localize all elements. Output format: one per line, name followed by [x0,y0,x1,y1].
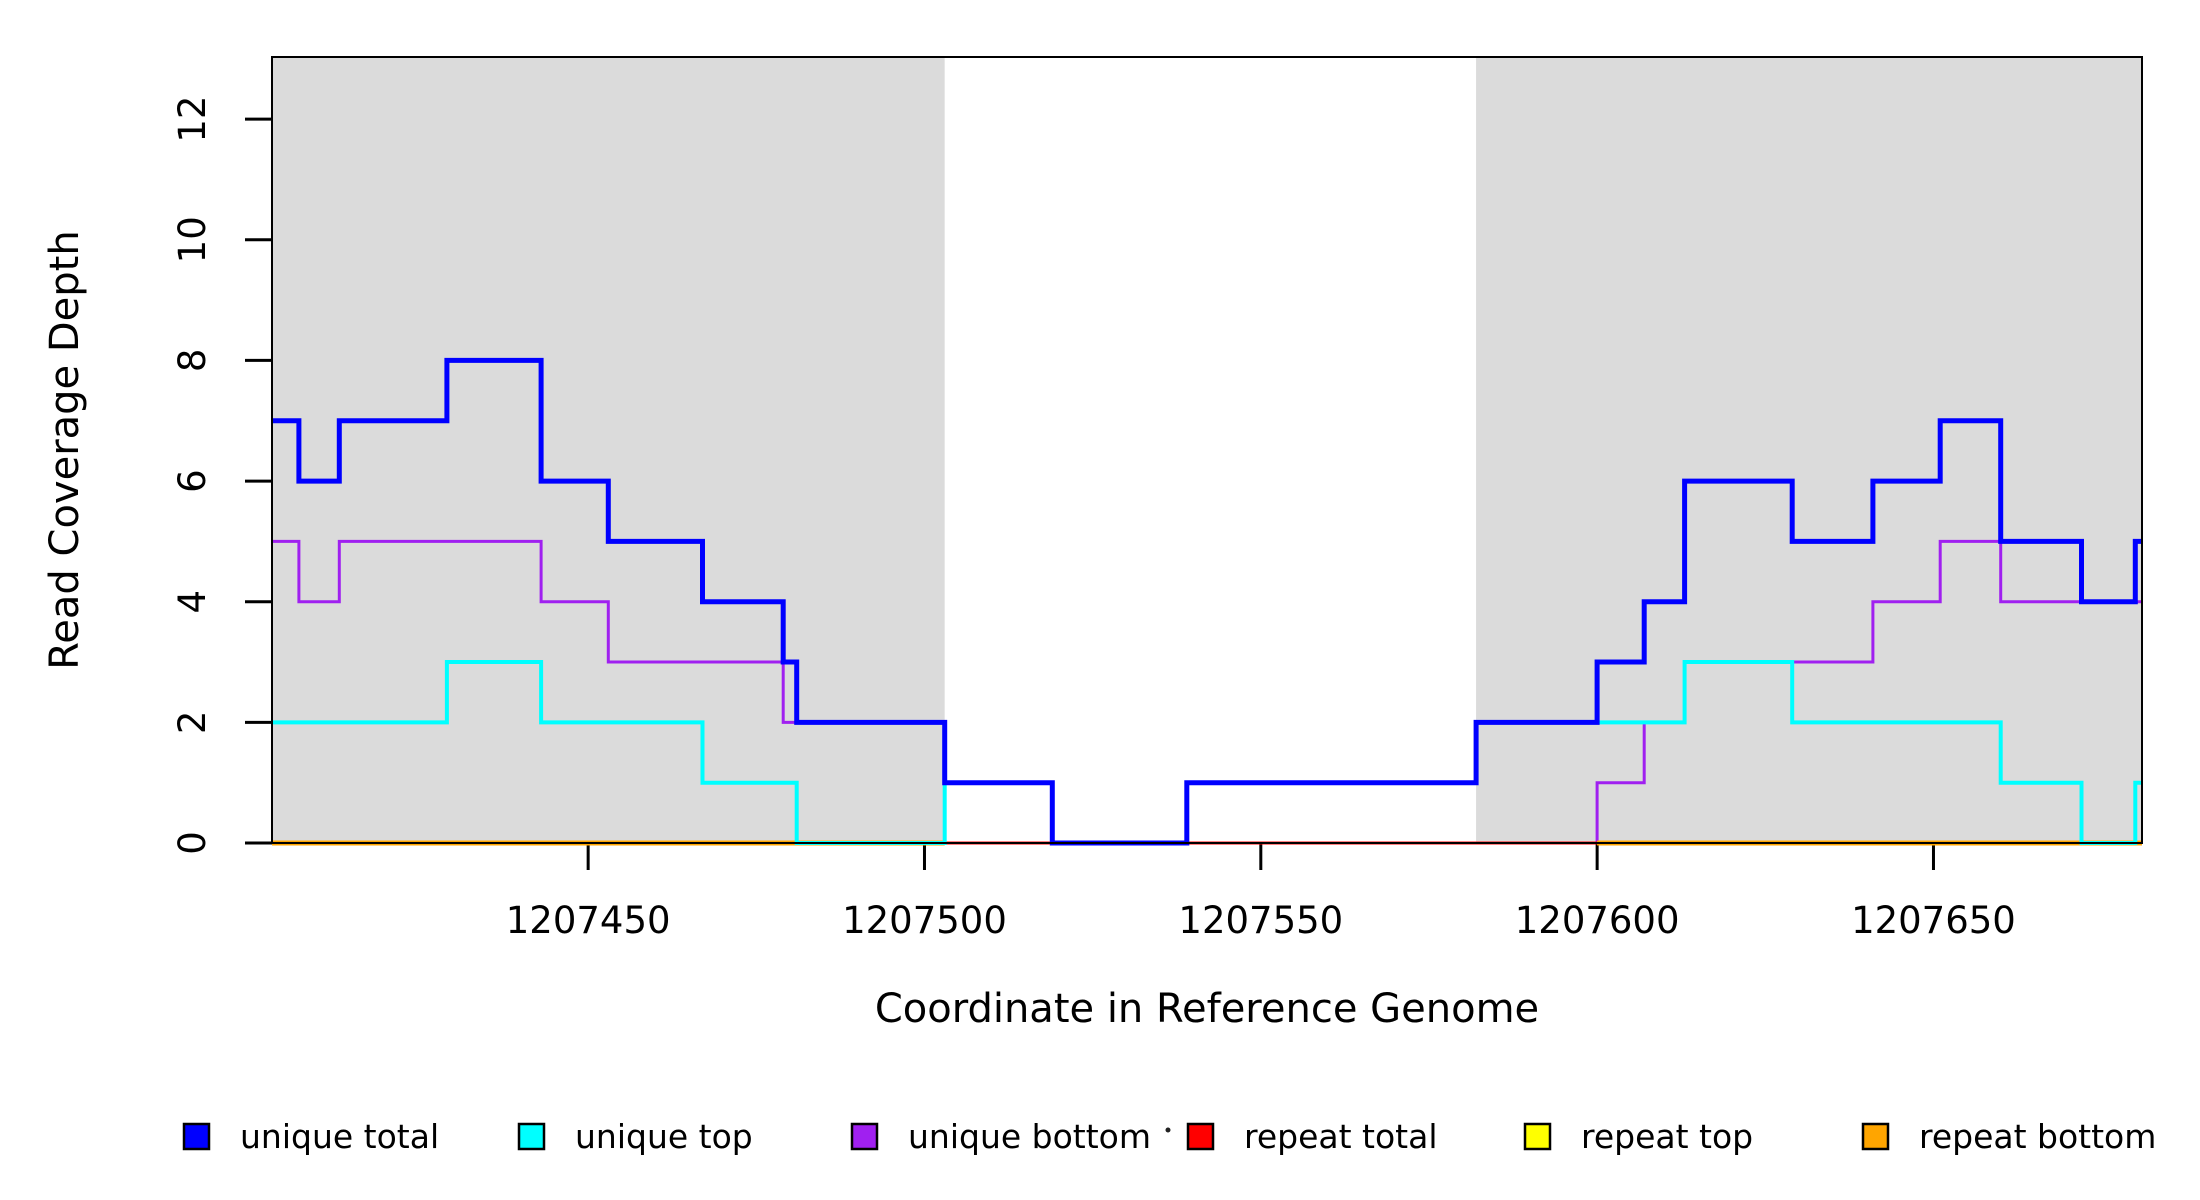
x-axis-tick-label: 1207450 [506,899,671,942]
legend-label: repeat top [1581,1117,1753,1156]
x-axis-tick-label: 1207550 [1178,899,1343,942]
y-axis-tick-label: 2 [171,711,214,735]
y-axis-tick-label: 6 [171,469,214,493]
legend-swatch [517,1122,546,1151]
legend-swatch [1861,1122,1890,1151]
legend-label: unique total [240,1117,439,1156]
y-axis-tick-label: 0 [171,831,214,855]
x-axis-tick-label: 1207500 [842,899,1007,942]
plot-area: 1207450 1207500 1207550 1207600 1207650 0 2 4 6 8… [171,56,2143,1133]
legend-item-repeat-bottom: repeat bottom [1861,1117,2156,1156]
legend-swatch [850,1122,879,1151]
y-axis-title: Read Coverage Depth [42,230,88,669]
legend-label: repeat total [1244,1117,1438,1156]
legend-label: repeat bottom [1919,1117,2156,1156]
y-axis-tick-label: 12 [171,96,214,143]
legend-swatch [1523,1122,1552,1151]
legend-item-unique-top: unique top [517,1117,753,1156]
y-axis-tick-label: 10 [171,216,214,263]
y-axis-tick-label: 4 [171,590,214,614]
legend-swatch [182,1122,211,1151]
series-unique-total [272,357,2142,846]
legend: unique total unique top unique bottom repea… [182,1117,2156,1156]
x-axis-tick-label: 1207650 [1851,899,2016,942]
stray-dot [1165,1127,1171,1133]
legend-item-repeat-top: repeat top [1523,1117,1753,1156]
legend-item-repeat-total: repeat total [1186,1117,1438,1156]
repeat-region-shading [1476,57,2142,843]
legend-label: unique top [575,1117,753,1156]
plot-border [271,56,2143,844]
x-axis-title: Coordinate in Reference Genome [875,986,1539,1032]
y-axis-tick-label: 8 [171,349,214,373]
legend-item-unique-bottom: unique bottom [850,1117,1151,1156]
x-axis-tick-label: 1207600 [1515,899,1680,942]
legend-label: unique bottom [908,1117,1151,1156]
repeat-region-shading [272,57,945,843]
legend-item-unique-total: unique total [182,1117,439,1156]
legend-swatch [1186,1122,1215,1151]
